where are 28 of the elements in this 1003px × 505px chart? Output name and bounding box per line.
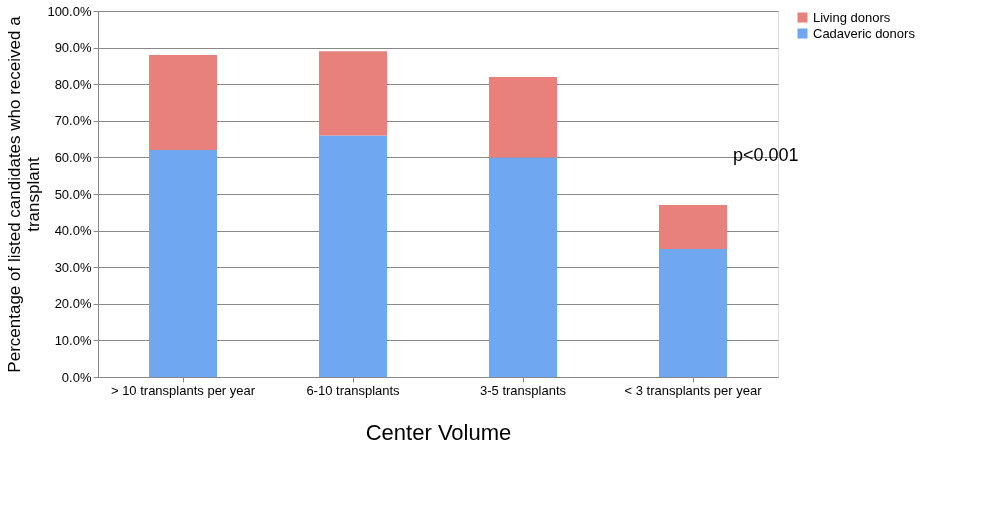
- y-tick-label: 70.0%: [54, 113, 92, 129]
- y-tick-label: 60.0%: [54, 149, 92, 165]
- bar: [659, 248, 727, 377]
- legend-label: Cadaveric donors: [813, 25, 916, 41]
- bar: [489, 157, 557, 377]
- y-tick-label: 100.0%: [47, 3, 92, 19]
- y-tick-label: 30.0%: [54, 259, 92, 275]
- y-tick-label: 0.0%: [61, 369, 92, 385]
- bar: [149, 150, 217, 377]
- annotation: p<0.001: [733, 145, 799, 165]
- x-tick-label: < 3 transplants per year: [624, 382, 763, 398]
- x-tick-label: 3-5 transplants: [480, 382, 567, 398]
- x-tick-label: 6-10 transplants: [306, 382, 401, 398]
- y-tick-label: 90.0%: [54, 40, 92, 56]
- y-tick-label: 10.0%: [54, 332, 92, 348]
- y-tick-label: 20.0%: [54, 296, 92, 312]
- y-tick-label: 80.0%: [54, 76, 92, 92]
- x-axis-title: Center Volume: [365, 419, 512, 445]
- y-axis-title: Percentage of listed candidates who received a transplant: [5, 15, 44, 373]
- y-tick-label: 40.0%: [54, 223, 92, 239]
- bar: [659, 204, 727, 249]
- bar: [319, 135, 387, 377]
- bar: [149, 54, 217, 151]
- bar: [319, 51, 387, 136]
- legend-label: Living donors: [813, 9, 891, 25]
- y-tick-label: 50.0%: [54, 186, 92, 202]
- bar: [489, 76, 557, 158]
- x-tick-label: > 10 transplants per year: [110, 382, 256, 398]
